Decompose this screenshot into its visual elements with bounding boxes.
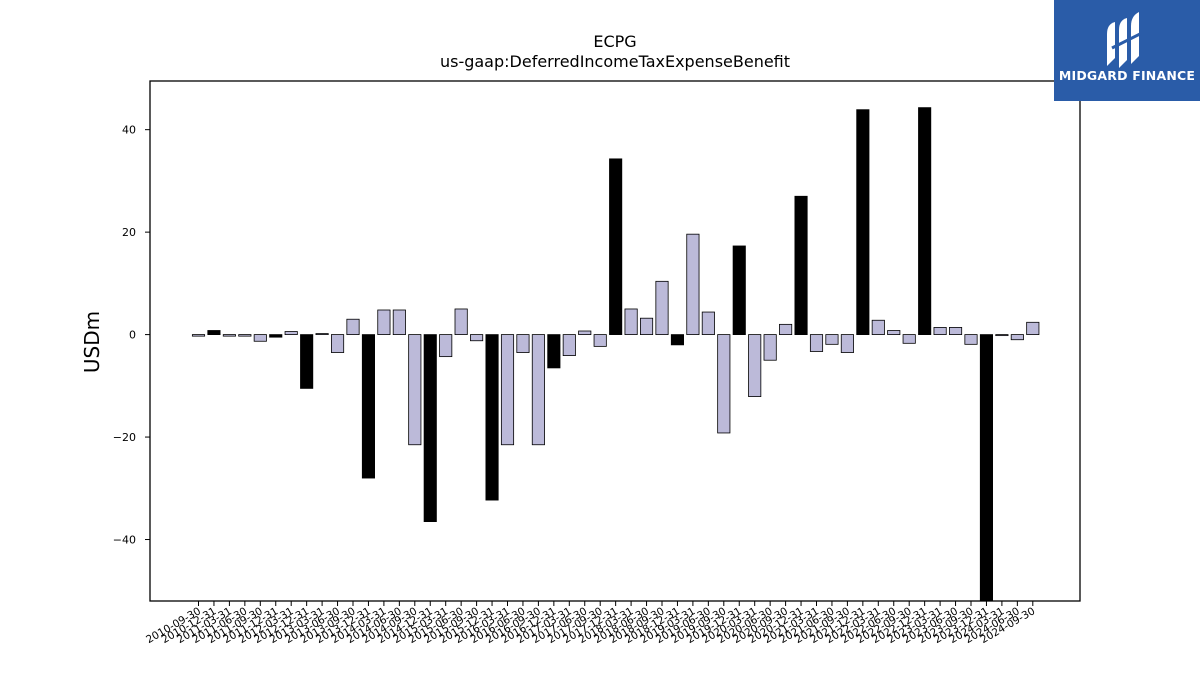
bar-2019-06-30 — [701, 311, 715, 335]
bar-2016-03-31 — [500, 334, 515, 446]
bar-2011-06-30 — [238, 334, 252, 337]
bar-2022-06-30 — [887, 330, 901, 335]
plot-frame — [149, 80, 1081, 602]
bar-2020-12-31 — [794, 195, 808, 336]
bar-2016-06-30 — [516, 334, 530, 353]
y-tick-label: 40 — [122, 124, 136, 137]
bar-2022-12-31 — [918, 107, 932, 336]
bar-2023-03-31 — [933, 327, 947, 335]
bar-2024-03-31 — [995, 334, 1009, 337]
bar-2011-12-31 — [269, 334, 283, 338]
bar-2017-03-31 — [562, 334, 576, 357]
bar-2021-09-30 — [840, 334, 854, 353]
bar-2013-12-31 — [361, 334, 375, 479]
bar-2011-09-30 — [253, 334, 267, 342]
bar-2021-12-31 — [856, 109, 870, 336]
bar-2016-09-30 — [531, 334, 545, 446]
bar-2024-06-30 — [1010, 334, 1024, 341]
logo-mark-icon — [1107, 12, 1145, 68]
bar-2020-06-30 — [763, 334, 777, 361]
bar-2024-09-30 — [1026, 321, 1040, 335]
bar-2011-03-31 — [222, 334, 236, 337]
bar-2021-03-31 — [809, 334, 824, 352]
y-tick-label: −20 — [113, 431, 136, 444]
bar-2019-09-30 — [717, 334, 731, 434]
bar-2014-12-31 — [423, 334, 437, 523]
bar-2013-09-30 — [346, 318, 360, 336]
y-tick-label: 20 — [122, 226, 136, 239]
bar-2015-09-30 — [470, 334, 484, 342]
bar-2023-06-30 — [949, 327, 963, 335]
chart-subtitle: us-gaap:DeferredIncomeTaxExpenseBenefit — [439, 52, 791, 71]
bar-2023-12-31 — [979, 334, 993, 602]
y-tick-label: 0 — [129, 329, 136, 342]
bar-2013-06-30 — [330, 334, 345, 353]
bar-2023-09-30 — [964, 334, 978, 345]
logo-text: MIDGARD FINANCE — [1058, 68, 1196, 83]
bar-2018-03-31 — [624, 308, 638, 336]
bar-2022-03-31 — [871, 319, 885, 335]
y-axis-ticks: −40 −20 0 20 40 — [113, 124, 150, 547]
bar-2017-06-30 — [578, 330, 592, 336]
bar-2012-12-31 — [300, 334, 314, 389]
bar-2020-09-30 — [779, 323, 793, 336]
bar-2014-06-30 — [392, 309, 406, 335]
bar-2013-03-31 — [315, 333, 329, 335]
chart-title: ECPG — [593, 32, 637, 51]
y-axis-label: USDm — [80, 310, 104, 374]
bar-2018-06-30 — [640, 317, 654, 335]
y-tick-label: −40 — [113, 534, 136, 547]
bars-group — [191, 107, 1040, 602]
bar-2014-03-31 — [377, 309, 391, 335]
bar-2016-12-31 — [547, 334, 561, 369]
bar-2019-03-31 — [686, 233, 700, 335]
bar-2021-06-30 — [825, 334, 839, 345]
bar-2020-03-31 — [748, 334, 762, 397]
bar-2014-09-30 — [408, 334, 422, 446]
bar-2010-09-30 — [191, 334, 206, 337]
bar-2012-03-31 — [284, 331, 298, 335]
bar-2015-12-31 — [485, 334, 499, 501]
bar-2019-12-31 — [732, 245, 746, 335]
brand-logo: MIDGARD FINANCE — [1054, 0, 1200, 101]
bar-2017-09-30 — [593, 334, 607, 347]
bar-2022-09-30 — [902, 334, 916, 344]
bar-2017-12-31 — [609, 158, 623, 335]
bar-2015-03-31 — [439, 334, 453, 358]
x-axis-ticks: 2010-09-302010-12-312011-03-312011-06-30… — [144, 601, 1037, 646]
bar-2018-12-31 — [670, 334, 684, 346]
bar-2015-06-30 — [454, 308, 468, 336]
bar-2010-12-31 — [207, 330, 221, 335]
bar-2018-09-30 — [655, 280, 669, 336]
